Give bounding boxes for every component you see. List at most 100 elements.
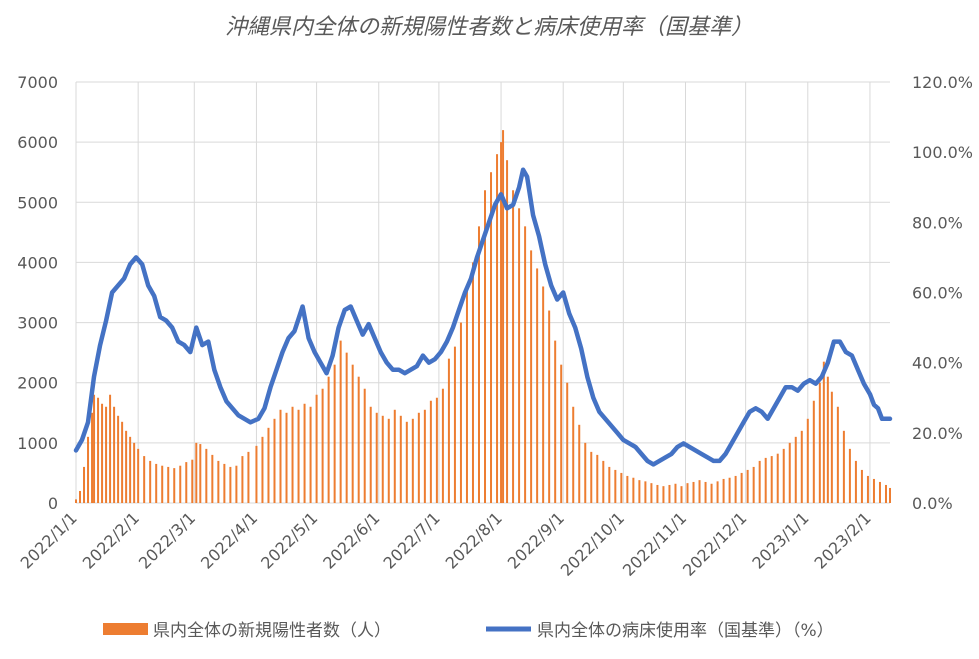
- bar: [149, 460, 152, 503]
- y-left-tick-label: 6000: [17, 133, 58, 152]
- bar: [223, 463, 226, 503]
- bar: [530, 250, 533, 503]
- bar: [339, 340, 342, 503]
- bar: [674, 483, 677, 503]
- bar: [560, 364, 563, 503]
- bar: [191, 459, 194, 503]
- y-right-tick-label: 60.0%: [912, 284, 963, 303]
- y-left-tick-label: 2000: [17, 374, 58, 393]
- bar: [490, 172, 493, 503]
- y-left-tick-label: 4000: [17, 253, 58, 272]
- bar: [315, 394, 318, 503]
- bar: [776, 453, 779, 503]
- y-right-tick-label: 40.0%: [912, 354, 963, 373]
- bar: [83, 466, 86, 503]
- bar: [117, 415, 120, 503]
- bar: [229, 466, 232, 503]
- x-tick-label: 2022/9/1: [504, 508, 568, 572]
- bar: [477, 226, 480, 504]
- bar: [195, 442, 198, 503]
- bar: [471, 262, 474, 503]
- bar: [453, 346, 456, 503]
- bar: [411, 418, 414, 503]
- line-series-bed-usage: [73, 167, 893, 467]
- bar: [459, 322, 462, 503]
- bar: [692, 481, 695, 503]
- bar: [423, 409, 426, 503]
- bar: [211, 454, 214, 503]
- bar: [860, 469, 863, 503]
- bar: [75, 499, 77, 503]
- bar: [800, 430, 803, 503]
- bar: [121, 421, 124, 503]
- bar: [632, 477, 635, 503]
- bar: [375, 412, 378, 503]
- x-tick-label: 2022/7/1: [379, 508, 443, 572]
- x-tick-label: 2023/1/1: [748, 508, 812, 572]
- y-right-tick-label: 20.0%: [912, 424, 963, 443]
- bar: [884, 484, 887, 503]
- x-tick-label: 2022/8/1: [442, 508, 506, 572]
- bar: [686, 483, 689, 503]
- x-tick-label: 2022/11/1: [619, 508, 690, 579]
- gridlines: [75, 81, 890, 504]
- bar: [273, 418, 276, 503]
- x-tick-label: 2022/12/1: [679, 508, 750, 579]
- bar: [782, 448, 785, 503]
- bar: [303, 403, 306, 503]
- bar: [291, 406, 294, 503]
- bar: [512, 190, 515, 503]
- bar: [91, 412, 94, 503]
- bar: [369, 406, 372, 503]
- bar: [830, 391, 833, 503]
- bar: [321, 388, 324, 503]
- bar: [387, 418, 390, 503]
- bar: [668, 484, 671, 503]
- y-left-tick-label: 1000: [17, 434, 58, 453]
- x-axis: 2022/1/12022/2/12022/3/12022/4/12022/5/1…: [17, 508, 875, 579]
- bar: [267, 427, 270, 503]
- bar: [656, 484, 659, 503]
- bar: [794, 436, 797, 503]
- bar: [185, 462, 188, 503]
- bar: [848, 448, 851, 503]
- bar: [596, 454, 599, 503]
- bar: [704, 481, 707, 503]
- bar: [854, 460, 857, 503]
- bar: [297, 409, 300, 503]
- y-right-tick-label: 100.0%: [912, 143, 973, 162]
- legend: 県内全体の新規陽性者数（人） 県内全体の病床使用率（国基準）（%）: [103, 620, 834, 641]
- bar: [680, 486, 683, 503]
- bar: [644, 481, 647, 503]
- bar: [502, 130, 505, 503]
- bar: [261, 436, 264, 503]
- bar: [381, 415, 384, 503]
- bar: [447, 358, 450, 503]
- bar: [357, 376, 360, 503]
- bar: [429, 400, 432, 503]
- bar: [97, 397, 100, 503]
- bar: [518, 208, 521, 504]
- series-line: [73, 167, 893, 467]
- bar: [393, 409, 396, 503]
- bar: [758, 460, 761, 503]
- bar: [137, 448, 140, 503]
- bar: [345, 352, 348, 503]
- bar: [836, 406, 839, 503]
- x-tick-label: 2022/10/1: [557, 508, 628, 579]
- bar: [740, 472, 743, 503]
- bar: [752, 466, 755, 503]
- bar: [722, 478, 725, 503]
- chart-title: 沖縄県内全体の新規陽性者数と病床使用率（国基準）: [225, 15, 753, 40]
- bar-series-new-cases: [75, 130, 891, 504]
- bar: [614, 469, 617, 503]
- bar: [247, 451, 250, 503]
- y-right-tick-label: 120.0%: [912, 73, 973, 92]
- bar: [818, 382, 821, 503]
- bar: [620, 472, 623, 503]
- bar: [716, 481, 719, 503]
- bar: [728, 477, 731, 503]
- bar: [143, 456, 146, 503]
- bar: [93, 394, 96, 503]
